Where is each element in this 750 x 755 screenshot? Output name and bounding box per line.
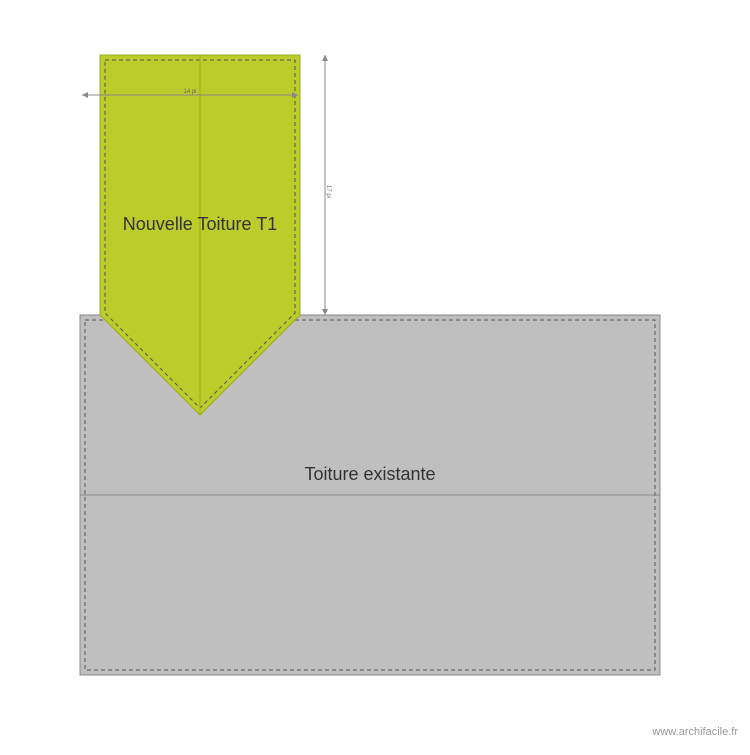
dimension-horizontal-label: 14 pi [183,89,196,95]
floor-plan-canvas: Toiture existante Nouvelle Toiture T1 14… [0,0,750,750]
dimension-vertical-label: 17 pi [325,185,331,198]
existing-roof-label: Toiture existante [304,464,435,484]
dimension-vertical: 17 pi [322,55,331,315]
watermark-text: www.archifacile.fr [652,726,738,738]
new-roof-label: Nouvelle Toiture T1 [123,214,277,234]
plan-svg: Toiture existante Nouvelle Toiture T1 14… [0,0,750,750]
